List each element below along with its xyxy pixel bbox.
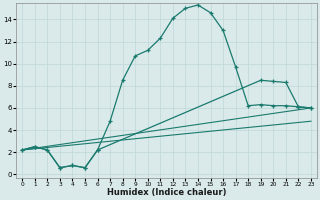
X-axis label: Humidex (Indice chaleur): Humidex (Indice chaleur) [107,188,226,197]
